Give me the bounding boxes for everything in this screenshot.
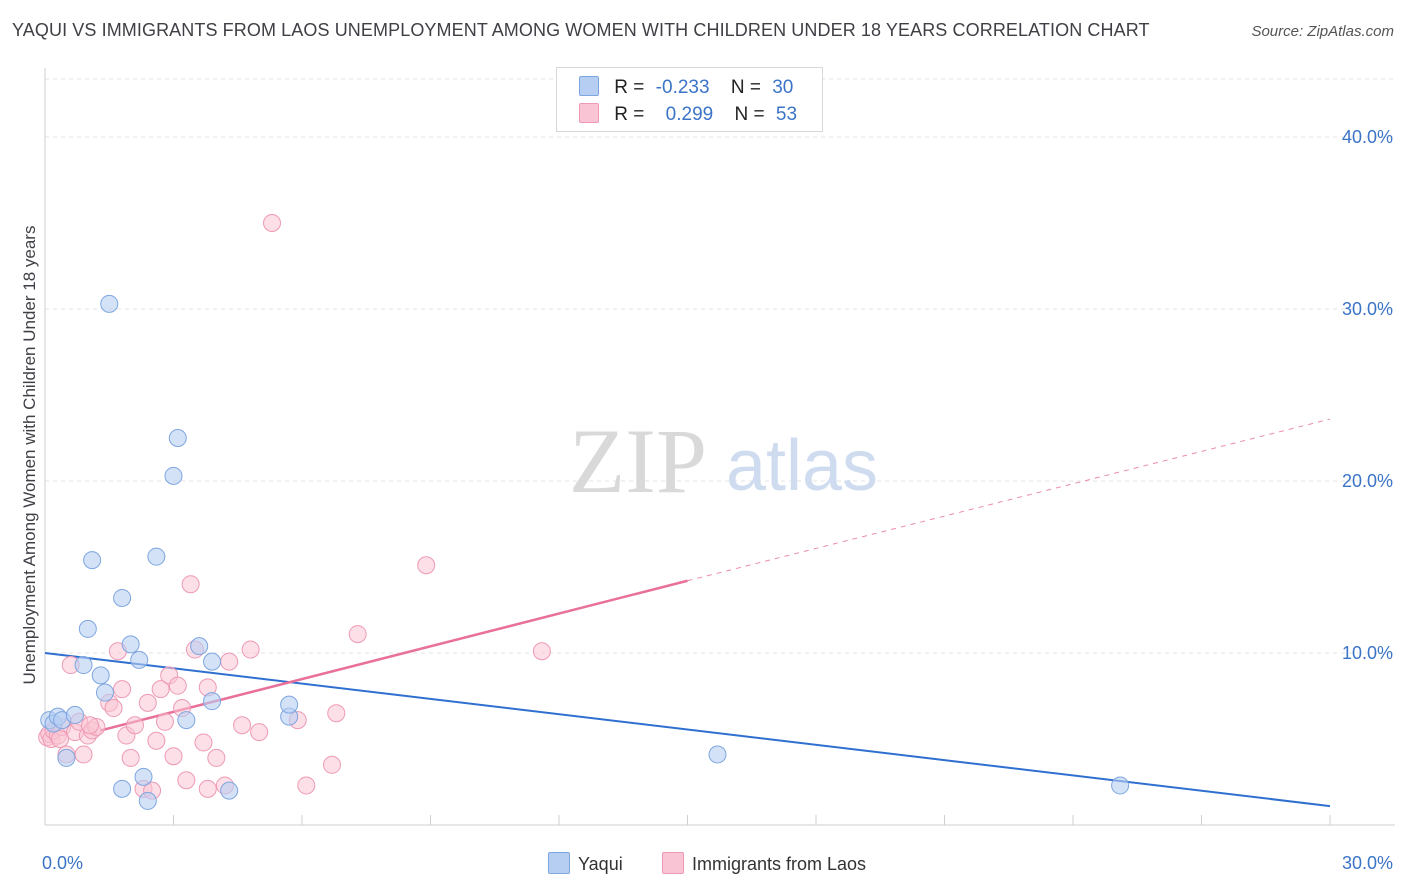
- point-laos: [220, 652, 239, 671]
- point-laos: [241, 640, 260, 659]
- point-yaqui: [147, 547, 166, 566]
- point-laos: [125, 716, 144, 735]
- point-laos: [207, 748, 226, 767]
- legend-row-laos: R = 0.299 N = 53: [579, 103, 797, 127]
- chart-title: YAQUI VS IMMIGRANTS FROM LAOS UNEMPLOYME…: [12, 20, 1150, 40]
- tick-labels: 10.0% 20.0% 30.0% 40.0% 0.0% 30.0%: [42, 127, 1393, 873]
- point-laos: [194, 733, 213, 752]
- bottom-legend-swatch-yaqui: [548, 852, 570, 874]
- point-laos: [168, 676, 187, 695]
- bottom-legend-label-laos: Immigrants from Laos: [692, 854, 867, 874]
- point-yaqui: [190, 637, 209, 656]
- point-laos: [177, 771, 196, 790]
- point-laos: [74, 745, 93, 764]
- point-yaqui: [83, 551, 102, 570]
- point-laos: [198, 779, 217, 798]
- point-laos: [348, 625, 367, 644]
- y-tick-label: 10.0%: [1342, 643, 1393, 663]
- point-laos: [50, 730, 69, 748]
- watermark-atlas: atlas: [726, 426, 878, 506]
- point-laos: [138, 693, 157, 712]
- point-laos: [181, 575, 200, 594]
- point-yaqui: [1111, 776, 1130, 795]
- bottom-legend-label-yaqui: Yaqui: [578, 854, 623, 874]
- x-tick-label: 30.0%: [1342, 853, 1393, 873]
- point-laos: [233, 716, 252, 735]
- data-points: [38, 214, 1130, 810]
- point-yaqui: [203, 692, 222, 711]
- bottom-legend-swatch-laos: [662, 852, 684, 874]
- point-yaqui: [168, 429, 187, 447]
- point-yaqui: [113, 588, 132, 607]
- point-laos: [250, 723, 269, 742]
- source-label: Source: ZipAtlas.com: [1251, 23, 1394, 40]
- legend-swatch-laos: [579, 103, 599, 123]
- point-yaqui: [138, 791, 157, 810]
- point-yaqui: [280, 695, 299, 714]
- bottom-legend-yaqui: Yaqui: [548, 852, 623, 875]
- point-yaqui: [100, 294, 119, 313]
- y-tick-label: 20.0%: [1342, 471, 1393, 491]
- point-yaqui: [74, 656, 93, 675]
- point-yaqui: [708, 745, 727, 764]
- legend-n-label: N =: [730, 77, 761, 98]
- point-laos: [327, 704, 346, 723]
- bottom-legend-laos: Immigrants from Laos: [662, 852, 866, 875]
- y-axis-label: Unemployment Among Women with Children U…: [20, 225, 39, 685]
- axes: [44, 68, 1395, 826]
- point-laos: [297, 776, 316, 795]
- point-yaqui: [220, 781, 239, 800]
- legend-n-value: 53: [775, 104, 798, 125]
- point-laos: [263, 214, 282, 232]
- point-yaqui: [113, 779, 132, 798]
- x-tick-label: 0.0%: [42, 853, 83, 873]
- point-yaqui: [177, 711, 196, 730]
- point-laos: [155, 712, 174, 731]
- point-laos: [417, 556, 436, 575]
- point-laos: [164, 747, 183, 766]
- point-yaqui: [134, 767, 153, 786]
- point-yaqui: [130, 650, 149, 669]
- point-laos: [104, 699, 123, 718]
- point-laos: [322, 755, 341, 774]
- trend-line-laos-dashed: [687, 418, 1331, 582]
- point-yaqui: [121, 635, 140, 654]
- y-tick-label: 30.0%: [1342, 299, 1393, 319]
- legend-row-yaqui: R = -0.233 N = 30: [579, 76, 793, 100]
- point-yaqui: [164, 466, 183, 485]
- correlation-legend: R = -0.233 N = 30 R = 0.299 N = 53: [556, 67, 823, 132]
- point-laos: [532, 642, 551, 661]
- watermark-zip: ZIP: [569, 410, 707, 512]
- legend-r-label: R =: [614, 77, 645, 98]
- legend-r-value: 0.299: [665, 104, 714, 125]
- grid: [45, 78, 1395, 654]
- legend-r-value: -0.233: [655, 77, 710, 98]
- legend-r-label: R =: [614, 104, 645, 125]
- point-laos: [151, 680, 170, 699]
- point-laos: [80, 716, 99, 735]
- y-tick-label: 40.0%: [1342, 127, 1393, 147]
- point-yaqui: [78, 619, 97, 638]
- legend-n-label: N =: [734, 104, 765, 125]
- legend-n-value: 30: [772, 77, 794, 98]
- point-yaqui: [203, 652, 222, 671]
- point-yaqui: [57, 748, 76, 767]
- point-laos: [113, 680, 132, 699]
- point-yaqui: [95, 683, 114, 702]
- point-laos: [121, 748, 140, 767]
- point-yaqui: [65, 705, 84, 724]
- point-laos: [147, 731, 166, 750]
- legend-swatch-yaqui: [579, 76, 599, 96]
- trend-line-laos: [100, 579, 688, 732]
- point-yaqui: [91, 666, 110, 685]
